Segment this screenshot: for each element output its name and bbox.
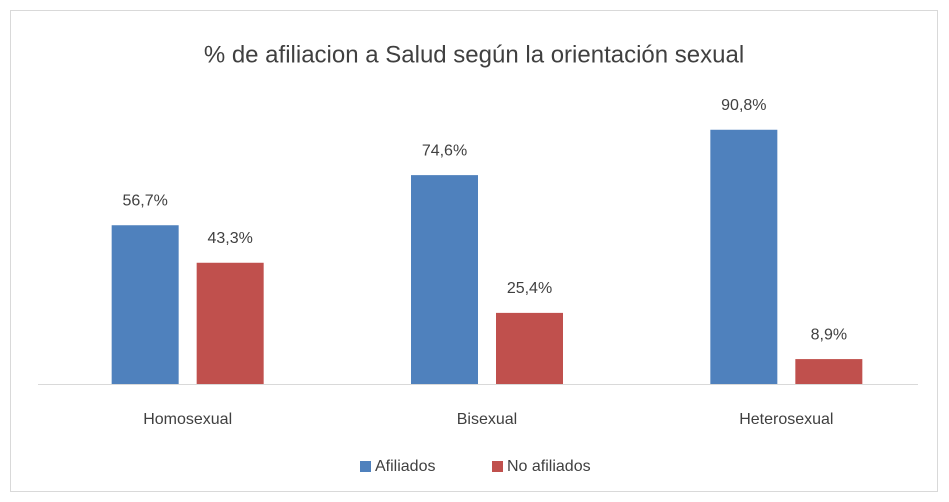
legend-swatch <box>360 461 371 472</box>
bar <box>496 312 563 384</box>
data-label: 43,3% <box>207 230 252 247</box>
legend-label: Afiliados <box>375 458 435 475</box>
x-tick-label: Bisexual <box>457 411 517 428</box>
data-label: 8,9% <box>811 326 847 343</box>
data-label: 90,8% <box>721 97 766 114</box>
x-tick-label: Homosexual <box>143 411 232 428</box>
bar <box>196 262 264 384</box>
data-label: 56,7% <box>122 192 167 209</box>
bar <box>411 175 478 384</box>
chart-title: % de afiliacion a Salud según la orienta… <box>204 41 744 68</box>
legend-swatch <box>492 461 503 472</box>
data-label: 74,6% <box>422 142 467 159</box>
legend-label: No afiliados <box>507 458 591 475</box>
bar <box>111 225 179 384</box>
data-label: 25,4% <box>507 280 552 297</box>
x-tick-label: Heterosexual <box>739 411 833 428</box>
bar <box>710 129 778 384</box>
bar <box>795 359 863 384</box>
